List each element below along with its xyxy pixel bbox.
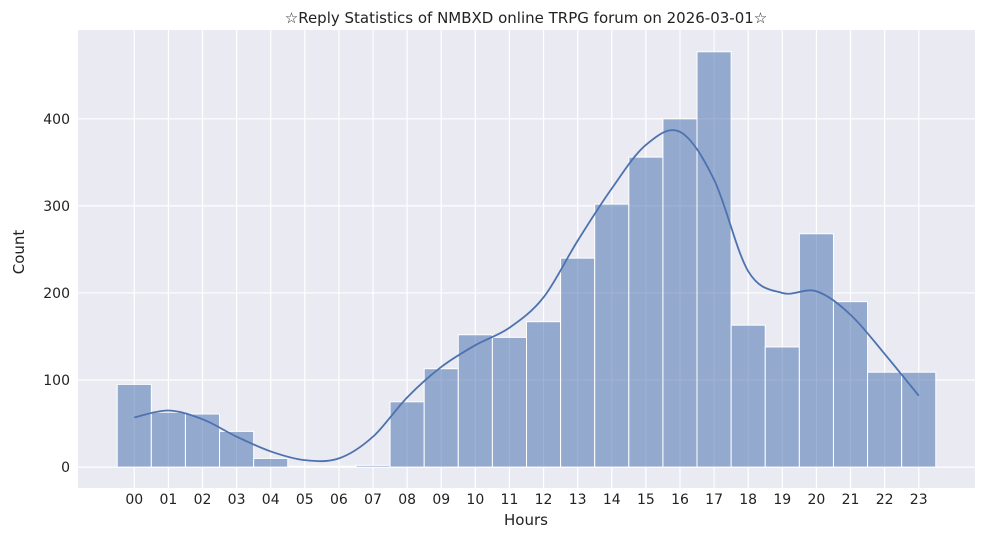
x-tick-label: 17	[705, 492, 723, 508]
x-tick-label: 07	[364, 492, 382, 508]
y-axis-label: Count	[10, 230, 28, 275]
histogram-bar	[798, 233, 834, 468]
y-tick-label: 0	[61, 460, 70, 476]
histogram-bar	[594, 203, 630, 468]
x-tick-label: 21	[842, 492, 860, 508]
x-tick-label: 14	[603, 492, 621, 508]
x-tick-label: 00	[125, 492, 143, 508]
x-tick-label: 04	[262, 492, 280, 508]
x-tick-label: 11	[501, 492, 519, 508]
x-tick-label: 16	[671, 492, 689, 508]
histogram-bar	[491, 336, 527, 468]
histogram-bar	[457, 334, 493, 468]
histogram-bar	[321, 465, 357, 468]
y-tick-label: 300	[43, 199, 70, 215]
x-tick-label: 12	[535, 492, 553, 508]
histogram-bar	[764, 346, 800, 468]
histogram-bar	[355, 464, 391, 468]
x-tick-label: 23	[910, 492, 928, 508]
histogram-bar	[628, 156, 664, 468]
kde-curve	[134, 129, 920, 463]
histogram-bar	[389, 401, 425, 468]
histogram-bar	[150, 411, 186, 468]
y-tick-label: 400	[43, 112, 70, 128]
histogram-bar	[696, 51, 732, 468]
x-tick-label: 09	[432, 492, 450, 508]
histogram-bar	[901, 371, 937, 468]
x-tick-label: 05	[296, 492, 314, 508]
x-tick-label: 15	[637, 492, 655, 508]
histogram-bar	[867, 371, 903, 468]
x-tick-label: 19	[773, 492, 791, 508]
x-tick-label: 01	[159, 492, 177, 508]
histogram-bar	[287, 465, 323, 468]
histogram-bar	[730, 324, 766, 468]
x-tick-label: 10	[466, 492, 484, 508]
x-tick-label: 13	[569, 492, 587, 508]
x-tick-label: 06	[330, 492, 348, 508]
x-tick-label: 18	[739, 492, 757, 508]
x-tick-label: 03	[228, 492, 246, 508]
histogram-bar	[423, 368, 459, 468]
histogram-bar	[560, 257, 596, 468]
x-tick-label: 22	[876, 492, 894, 508]
histogram-bar	[116, 383, 152, 468]
x-tick-label: 20	[807, 492, 825, 508]
x-tick-label: 02	[194, 492, 212, 508]
histogram-bar	[526, 321, 562, 468]
histogram-bar	[253, 457, 289, 468]
y-tick-label: 100	[43, 373, 70, 389]
histogram-bar	[832, 301, 869, 468]
chart-title: ☆Reply Statistics of NMBXD online TRPG f…	[285, 9, 768, 27]
x-tick-label: 08	[398, 492, 416, 508]
histogram-bar	[662, 118, 698, 468]
x-axis-label: Hours	[504, 511, 548, 529]
y-tick-label: 200	[43, 286, 70, 302]
histogram-bar	[184, 413, 221, 468]
